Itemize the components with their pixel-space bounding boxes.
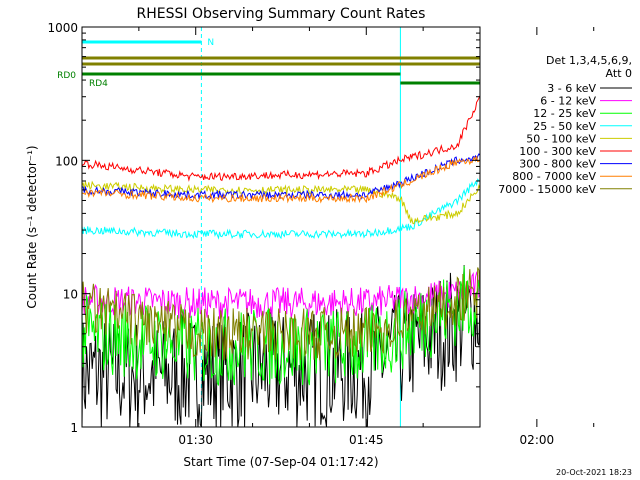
legend-label: 100 - 300 keV — [519, 145, 596, 158]
footer-timestamp: 20-Oct-2021 18:23 — [556, 468, 632, 477]
series-line — [82, 180, 480, 225]
y-tick-label: 1 — [70, 421, 78, 435]
legend-label: 12 - 25 keV — [533, 107, 596, 120]
legend-label: 3 - 6 keV — [547, 82, 596, 95]
series-line — [82, 265, 480, 427]
legend-header-detectors: Det 1,3,4,5,6,9, — [546, 54, 632, 67]
legend-label: 6 - 12 keV — [540, 95, 596, 108]
y-axis-label: Count Rate (s⁻¹ detector⁻¹) — [25, 145, 39, 308]
legend-label: 50 - 100 keV — [526, 132, 596, 145]
state-label-n: N — [207, 38, 214, 48]
legend-label: 300 - 800 keV — [519, 158, 596, 171]
x-tick-label: 01:45 — [349, 433, 384, 447]
plot-frame — [81, 26, 481, 428]
series-line — [82, 265, 480, 386]
state-label-rd0: RD0 — [57, 71, 76, 81]
legend-label: 800 - 7000 keV — [512, 170, 596, 183]
series-line — [82, 153, 480, 201]
legend-label: 7000 - 15000 keV — [498, 183, 596, 196]
x-axis-label: Start Time (07-Sep-04 01:17:42) — [183, 455, 378, 469]
legend-label: 25 - 50 keV — [533, 120, 596, 133]
y-tick-label: 1000 — [47, 21, 78, 35]
y-tick-label: 100 — [55, 154, 78, 168]
legend-header-attenuator: Att 0 — [606, 67, 632, 80]
series-line — [82, 177, 480, 240]
series-line — [82, 271, 480, 320]
x-tick-label: 01:30 — [178, 433, 213, 447]
x-tick-label: 02:00 — [520, 433, 555, 447]
series-line — [82, 155, 480, 204]
chart-title: RHESSI Observing Summary Count Rates — [137, 6, 426, 22]
series-line — [82, 267, 480, 361]
series-line — [82, 94, 480, 182]
y-tick-label: 10 — [63, 288, 78, 302]
state-label-rd4: RD4 — [89, 79, 108, 89]
